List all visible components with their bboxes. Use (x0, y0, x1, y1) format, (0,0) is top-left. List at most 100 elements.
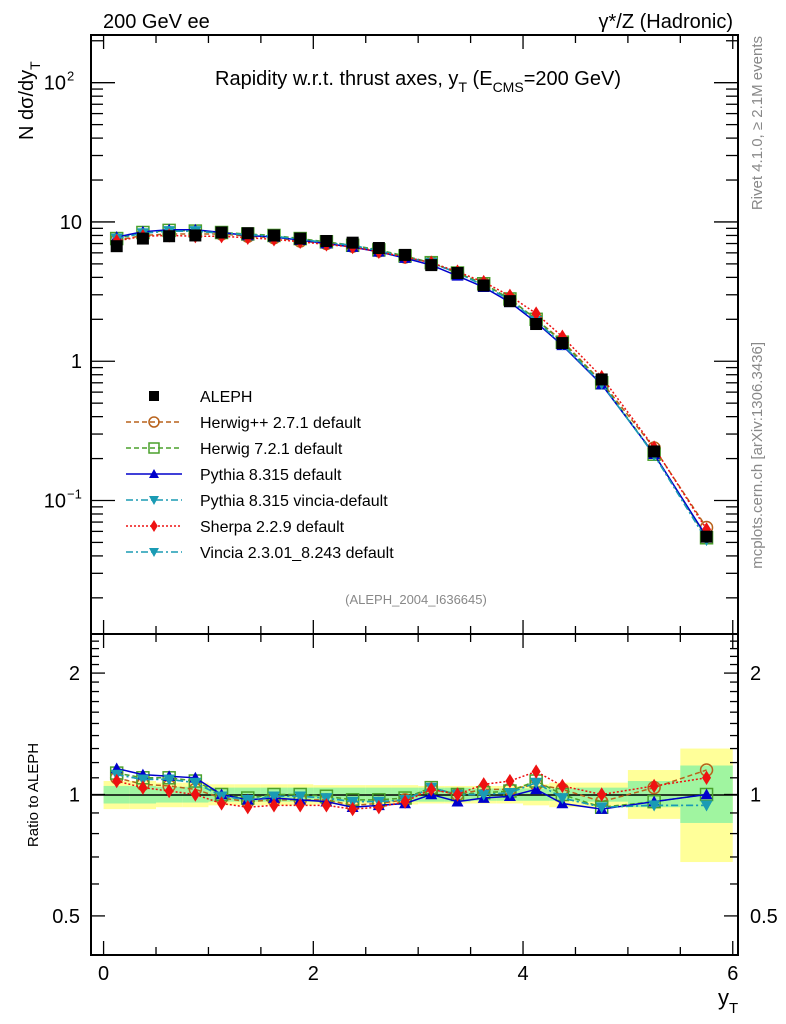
ratio-point (479, 777, 489, 792)
series-herwig-2-7-1-default (109, 227, 714, 535)
legend-label: Pythia 8.315 default (200, 467, 342, 484)
data-point (320, 234, 333, 247)
ratio-plot-panel: 0 2 4 6 2 2 1 1 0.5 0.5 Ratio to ALEPH yT (25, 633, 778, 1017)
ratio-point (700, 800, 713, 812)
data-point (503, 295, 516, 308)
data-point (215, 226, 228, 239)
ratio-point (217, 796, 227, 811)
x-axis-label: yT (718, 985, 738, 1017)
ratio-point (138, 780, 148, 795)
y-tick-label-right: 2 (750, 663, 761, 685)
data-point (451, 267, 464, 280)
legend-marker (149, 496, 159, 505)
ratio-point (530, 783, 543, 795)
data-point (595, 373, 608, 386)
data-point (556, 337, 569, 350)
y-tick-label: 1 (69, 785, 80, 807)
legend-item: Herwig 7.2.1 default (126, 441, 343, 458)
data-point (346, 236, 359, 249)
y-tick-label: 10 (60, 212, 82, 234)
y-tick-exponent: −1 (67, 486, 82, 501)
ratio-point (505, 773, 515, 789)
ratio-axis-ticks: 0 2 4 6 2 2 1 1 0.5 0.5 (52, 634, 778, 985)
data-point (372, 242, 385, 255)
x-tick-label: 0 (98, 963, 109, 985)
ratio-point (595, 802, 608, 814)
header-right-label: γ*/Z (Hadronic) (599, 11, 733, 33)
ratio-point (531, 764, 541, 779)
data-point (425, 259, 438, 272)
ratio-series-layer (109, 762, 714, 817)
ratio-point (557, 778, 567, 794)
data-point (110, 240, 123, 253)
series-line (116, 234, 708, 530)
legend-marker (149, 391, 159, 401)
y-tick-label: 1 (71, 351, 82, 373)
ratio-point (700, 788, 713, 800)
main-frame (90, 34, 739, 635)
series-sherpa-2-2-9-default (112, 228, 712, 537)
legend-item: Pythia 8.315 vincia-default (126, 493, 388, 510)
legend-label: Sherpa 2.2.9 default (200, 519, 345, 536)
ratio-point (374, 800, 384, 815)
ratio-point (163, 774, 176, 786)
data-point (700, 530, 713, 543)
analysis-watermark: (ALEPH_2004_I636645) (345, 592, 487, 607)
x-tick-label: 6 (727, 963, 738, 985)
main-title-tail: =200 GeV) (524, 68, 621, 90)
legend: ALEPH Herwig++ 2.7.1 default Herwig 7.2.1 … (126, 389, 394, 562)
x-axis-label-text: y (718, 985, 729, 1010)
legend-label: Herwig++ 2.7.1 default (200, 415, 362, 432)
main-ylabel-sub: T (27, 61, 43, 70)
legend-item: Pythia 8.315 default (126, 467, 342, 484)
ratio-point (294, 791, 307, 803)
mcplots-label: mcplots.cern.ch [arXiv:1306.3436] (749, 342, 766, 569)
ratio-series-sherpa-2-2-9-default (112, 764, 712, 817)
data-point (241, 227, 254, 240)
ratio-point (321, 798, 331, 813)
y-tick-exponent: 2 (67, 69, 74, 84)
data-point (477, 279, 490, 292)
ratio-point (702, 770, 712, 786)
legend-marker (148, 416, 160, 428)
series-line (116, 229, 708, 539)
data-point (702, 522, 712, 537)
ratio-point (400, 794, 410, 809)
ratio-point (136, 774, 149, 786)
rivet-version-label: Rivet 4.1.0, ≥ 2.1M events (749, 36, 766, 210)
x-tick-label: 2 (308, 963, 319, 985)
legend-item: ALEPH (149, 389, 252, 406)
ratio-point (267, 791, 280, 803)
legend-marker (148, 442, 160, 454)
main-series-layer (109, 223, 714, 547)
legend-item: Herwig++ 2.7.1 default (126, 415, 362, 432)
data-point (531, 306, 541, 321)
x-tick-label: 4 (517, 963, 528, 985)
ratio-point (649, 778, 659, 794)
ratio-uncertainty-bands (103, 748, 733, 863)
legend-marker (149, 469, 159, 478)
data-point (189, 229, 202, 242)
legend-label: Vincia 2.3.01_8.243 default (200, 545, 394, 562)
legend-item: Vincia 2.3.01_8.243 default (126, 545, 394, 562)
ratio-point (190, 787, 200, 802)
ratio-point (348, 801, 358, 817)
ratio-point (477, 789, 490, 801)
legend-item: Sherpa 2.2.9 default (126, 519, 345, 536)
ratio-point (648, 800, 661, 812)
main-title: Rapidity w.r.t. thrust axes, yT (ECMS=20… (215, 68, 621, 95)
header-left-label: 200 GeV ee (103, 11, 210, 33)
y-tick-label: 10 (44, 73, 66, 95)
ratio-point (243, 800, 253, 815)
ratio-point (556, 793, 569, 805)
series-aleph (110, 226, 713, 543)
ratio-ylabel: Ratio to ALEPH (25, 743, 42, 847)
main-title-sub2: CMS (493, 79, 524, 95)
series-line (116, 228, 708, 538)
data-point (267, 229, 280, 242)
ratio-point (269, 798, 279, 813)
main-title-mid: (E (467, 68, 493, 90)
